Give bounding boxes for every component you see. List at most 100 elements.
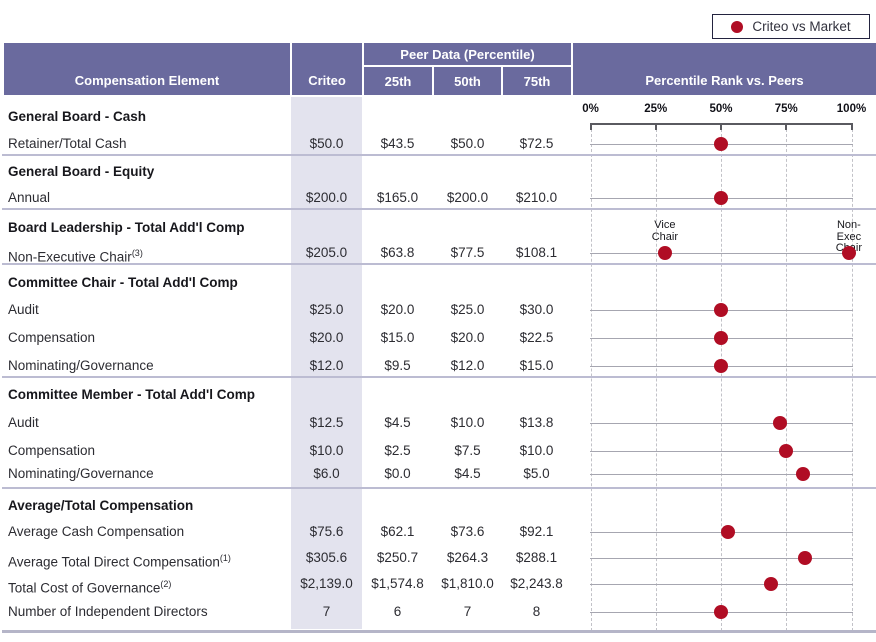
p25-value: $250.7 <box>376 550 419 565</box>
criteo-percentile-dot <box>714 303 728 317</box>
plot-row-line <box>589 474 853 475</box>
axis-line <box>589 123 853 125</box>
legend-label: Criteo vs Market <box>752 19 851 34</box>
p75-value: $108.1 <box>515 245 558 260</box>
row-label: Nominating/Governance <box>8 466 154 481</box>
section-divider <box>2 487 876 489</box>
plot-row-line <box>589 451 853 452</box>
criteo-percentile-dot <box>796 467 811 481</box>
footnote-marker: (2) <box>160 579 172 589</box>
p50-value: $73.6 <box>450 524 485 539</box>
p25-value: 6 <box>393 604 402 619</box>
criteo-percentile-dot <box>714 359 728 373</box>
criteo-percentile-dot <box>772 416 787 430</box>
p50-value: $7.5 <box>454 443 481 458</box>
p75-value: $72.5 <box>519 136 554 151</box>
p25-value: $43.5 <box>380 136 415 151</box>
p25-value: $0.0 <box>384 466 411 481</box>
p75-value: $92.1 <box>519 524 554 539</box>
p50-value: $10.0 <box>450 415 485 430</box>
section-divider <box>2 263 876 265</box>
p25-value: $62.1 <box>380 524 415 539</box>
row-label: Non-Executive Chair(3) <box>8 248 143 265</box>
row-label: Compensation <box>8 330 96 345</box>
section-divider <box>2 376 876 378</box>
criteo-percentile-dot <box>714 191 728 205</box>
criteo-value: $75.6 <box>309 524 344 539</box>
criteo-column-highlight <box>291 97 362 629</box>
header-25th: 25th <box>364 67 432 95</box>
plot-row-line <box>589 584 853 585</box>
dot-annotation: Vice Chair <box>651 219 679 243</box>
criteo-value: $25.0 <box>309 302 344 317</box>
legend-dot-icon <box>731 20 744 33</box>
axis-tick-label: 25% <box>644 103 668 115</box>
section-title: Average/Total Compensation <box>8 498 194 513</box>
p25-value: $9.5 <box>384 358 411 373</box>
axis-tick <box>589 124 592 130</box>
criteo-value: $2,139.0 <box>300 576 353 591</box>
axis-tick-label: 50% <box>709 103 733 115</box>
p75-value: $15.0 <box>519 358 554 373</box>
p50-value: $20.0 <box>450 330 485 345</box>
plot-row-line <box>589 253 853 254</box>
footnote-marker: (1) <box>219 553 231 563</box>
row-label: Annual <box>8 190 51 205</box>
criteo-value: $200.0 <box>305 190 348 205</box>
plot-row-line <box>589 558 853 559</box>
axis-tick-label: 100% <box>836 103 867 115</box>
plot-row-line <box>589 423 853 424</box>
footnote-marker: (3) <box>131 248 143 258</box>
criteo-percentile-dot <box>714 605 728 619</box>
section-title: Committee Member - Total Add'l Comp <box>8 387 255 402</box>
p25-value: $2.5 <box>384 443 411 458</box>
section-divider <box>2 154 876 156</box>
p50-value: $1,810.0 <box>441 576 494 591</box>
criteo-value: $305.6 <box>305 550 348 565</box>
p75-value: $10.0 <box>519 443 554 458</box>
row-label: Nominating/Governance <box>8 358 154 373</box>
criteo-value: $20.0 <box>309 330 344 345</box>
p75-value: $22.5 <box>519 330 554 345</box>
section-title: Board Leadership - Total Add'l Comp <box>8 220 245 235</box>
p75-value: $5.0 <box>523 466 550 481</box>
row-label: Audit <box>8 302 39 317</box>
p50-value: $200.0 <box>446 190 489 205</box>
p75-value: $2,243.8 <box>510 576 563 591</box>
row-label: Number of Independent Directors <box>8 604 208 619</box>
section-title: Committee Chair - Total Add'l Comp <box>8 275 238 290</box>
axis-tick <box>850 124 853 130</box>
criteo-value: $12.5 <box>309 415 344 430</box>
p75-value: $13.8 <box>519 415 554 430</box>
header-75th: 75th <box>503 67 571 95</box>
p75-value: $210.0 <box>515 190 558 205</box>
header-percentile-rank: Percentile Rank vs. Peers <box>573 43 876 95</box>
criteo-value: $6.0 <box>313 466 340 481</box>
row-label: Retainer/Total Cash <box>8 136 127 151</box>
header-50th: 50th <box>434 67 501 95</box>
criteo-value: 7 <box>322 604 331 619</box>
p25-value: $63.8 <box>380 245 415 260</box>
p75-value: $288.1 <box>515 550 558 565</box>
criteo-percentile-dot <box>714 331 728 345</box>
section-title: General Board - Cash <box>8 109 147 124</box>
p50-value: $264.3 <box>446 550 489 565</box>
p25-value: $15.0 <box>380 330 415 345</box>
criteo-value: $205.0 <box>305 245 348 260</box>
criteo-percentile-dot <box>657 246 672 260</box>
p50-value: $50.0 <box>450 136 485 151</box>
p75-value: 8 <box>532 604 541 619</box>
p25-value: $165.0 <box>376 190 419 205</box>
p25-value: $4.5 <box>384 415 411 430</box>
criteo-percentile-dot <box>797 551 812 565</box>
p25-value: $20.0 <box>380 302 415 317</box>
criteo-percentile-dot <box>841 246 856 260</box>
criteo-value: $12.0 <box>309 358 344 373</box>
criteo-percentile-dot <box>779 444 794 458</box>
criteo-value: $10.0 <box>309 443 344 458</box>
axis-tick <box>785 124 788 130</box>
row-label: Compensation <box>8 443 96 458</box>
p50-value: $77.5 <box>450 245 485 260</box>
row-label: Average Total Direct Compensation(1) <box>8 553 231 570</box>
